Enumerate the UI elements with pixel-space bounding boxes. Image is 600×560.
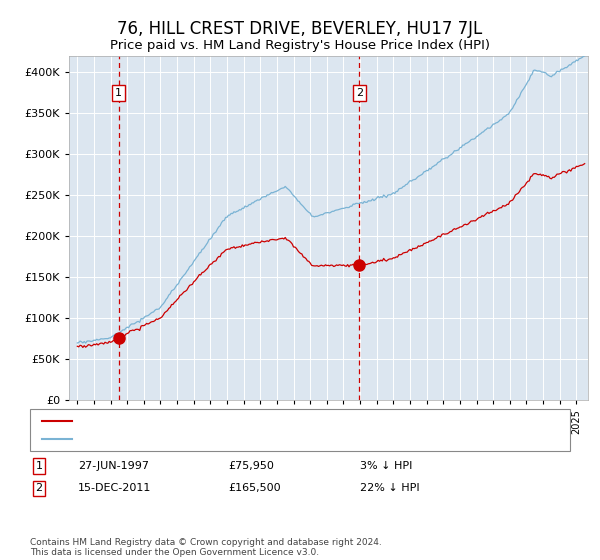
Text: 2: 2 (356, 88, 363, 98)
Text: Contains HM Land Registry data © Crown copyright and database right 2024.
This d: Contains HM Land Registry data © Crown c… (30, 538, 382, 557)
Text: 76, HILL CREST DRIVE, BEVERLEY, HU17 7JL: 76, HILL CREST DRIVE, BEVERLEY, HU17 7JL (118, 20, 482, 38)
Text: £75,950: £75,950 (228, 461, 274, 471)
Text: 22% ↓ HPI: 22% ↓ HPI (360, 483, 419, 493)
Text: 15-DEC-2011: 15-DEC-2011 (78, 483, 151, 493)
Text: 1: 1 (115, 88, 122, 98)
Text: 1: 1 (35, 461, 43, 471)
Text: Price paid vs. HM Land Registry's House Price Index (HPI): Price paid vs. HM Land Registry's House … (110, 39, 490, 52)
Text: HPI: Average price, detached house, East Riding of Yorkshire: HPI: Average price, detached house, East… (78, 434, 409, 444)
Text: 2: 2 (35, 483, 43, 493)
Text: £165,500: £165,500 (228, 483, 281, 493)
Text: 3% ↓ HPI: 3% ↓ HPI (360, 461, 412, 471)
Text: 76, HILL CREST DRIVE, BEVERLEY, HU17 7JL (detached house): 76, HILL CREST DRIVE, BEVERLEY, HU17 7JL… (78, 417, 418, 426)
Text: 27-JUN-1997: 27-JUN-1997 (78, 461, 149, 471)
